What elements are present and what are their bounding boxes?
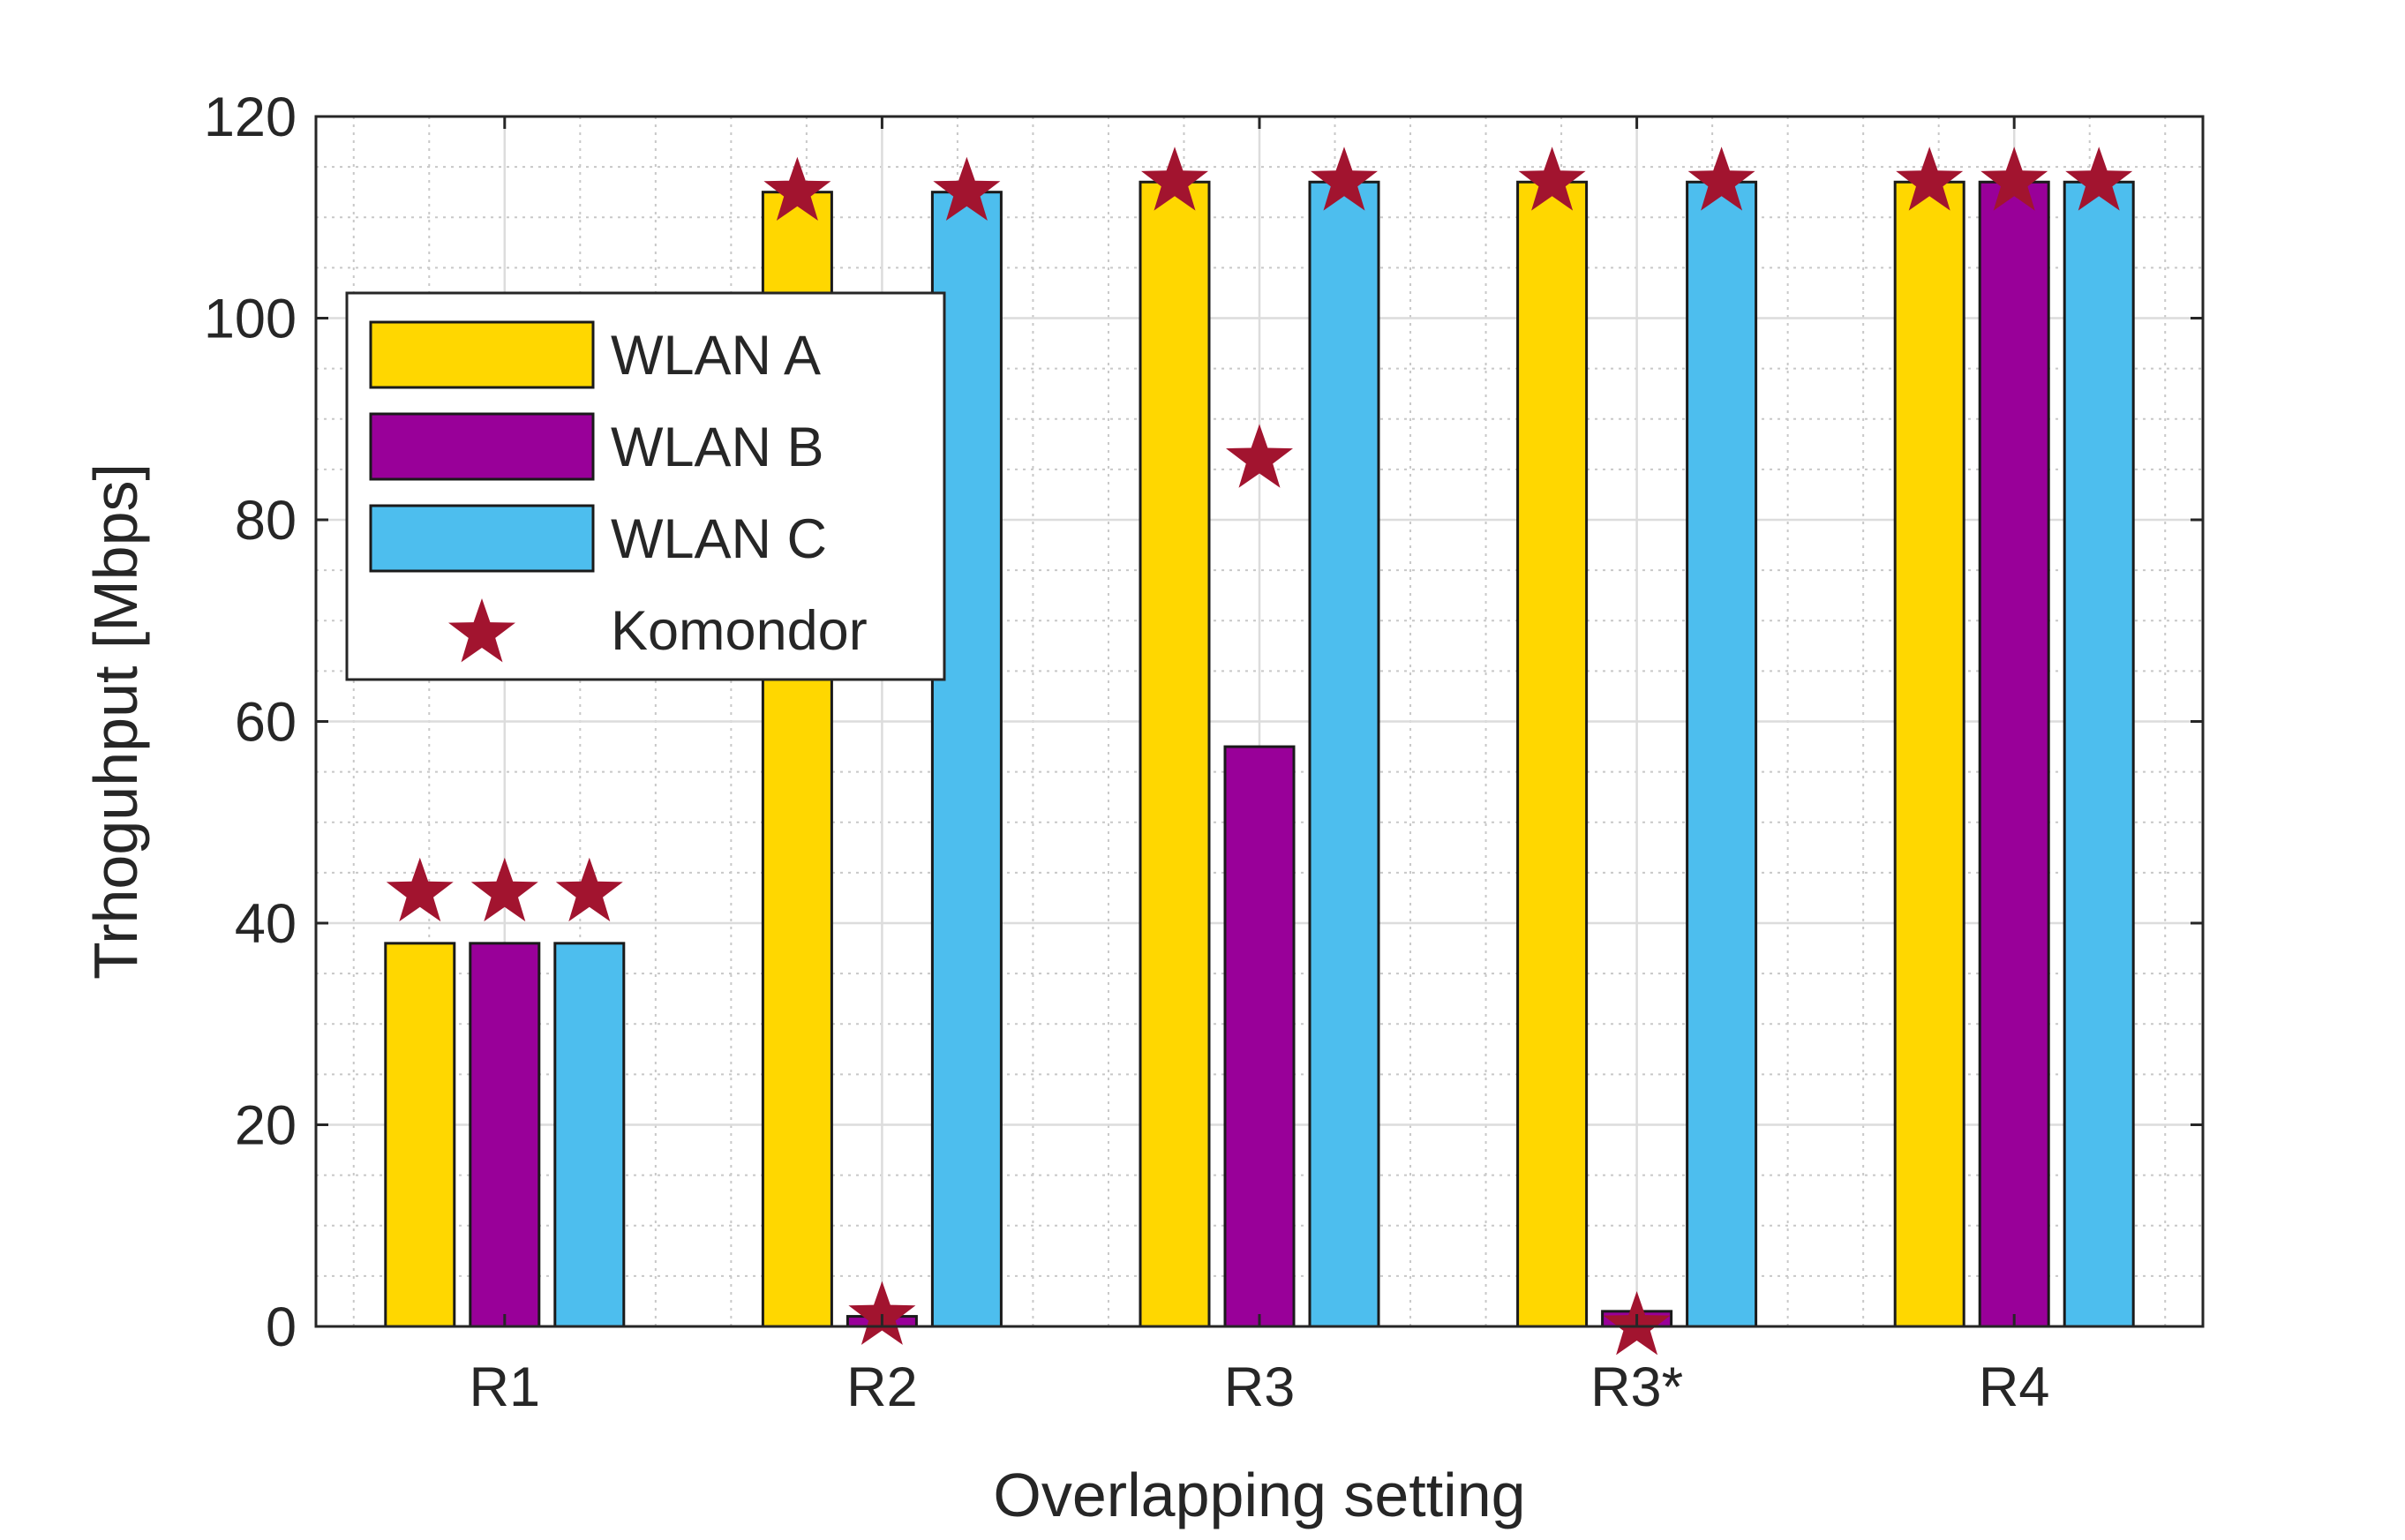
komondor-star-marker (1311, 146, 1378, 211)
legend-label: WLAN A (611, 325, 821, 387)
legend-swatch (369, 412, 595, 481)
y-tick-label: 80 (235, 490, 297, 552)
komondor-star-marker (933, 156, 1001, 221)
komondor-markers (386, 146, 2133, 1356)
y-tick-label: 100 (204, 289, 297, 350)
bar-wlan-c-r4 (2063, 180, 2135, 1328)
legend-star-swatch (448, 598, 515, 663)
komondor-star-marker (470, 857, 538, 922)
komondor-star-marker (848, 1281, 916, 1345)
y-tick-label: 60 (235, 692, 297, 754)
x-tick-label: R4 (1979, 1356, 2050, 1418)
axis-ticks (316, 115, 2203, 1328)
bar-wlan-b-r1 (469, 942, 541, 1328)
bar-wlan-c-r3 (1308, 180, 1380, 1328)
komondor-star-marker (386, 857, 454, 922)
komondor-star-marker (1226, 424, 1293, 488)
x-tick-labels: R1 R2 R3 R3* R4 (470, 1356, 2050, 1418)
bar-wlan-a-r4 (1893, 180, 1965, 1328)
x-tick-label: R1 (470, 1356, 541, 1418)
komondor-star-marker (555, 857, 623, 922)
legend-label: WLAN C (611, 508, 827, 570)
komondor-star-marker (1980, 146, 2048, 211)
y-tick-label: 20 (235, 1095, 297, 1157)
komondor-star-marker (1518, 146, 1586, 211)
bar-wlan-b-r3 (1223, 745, 1296, 1328)
komondor-star-marker (2065, 146, 2133, 211)
y-axis-label: Trhoguhput [Mbps] (81, 463, 150, 980)
legend-label: WLAN B (611, 417, 824, 478)
x-tick-label: R2 (846, 1356, 918, 1418)
bar-wlan-c-r3 (1686, 180, 1758, 1328)
komondor-star-marker (1896, 146, 1964, 211)
bar-wlan-a-r3 (1516, 180, 1589, 1328)
komondor-star-marker (1687, 146, 1755, 211)
y-tick-label: 40 (235, 893, 297, 955)
komondor-star-marker (763, 156, 831, 221)
legend-swatch (369, 504, 595, 573)
bar-wlan-a-r1 (384, 942, 456, 1328)
x-axis-label: Overlapping setting (993, 1461, 1525, 1529)
y-tick-labels: 0 20 40 60 80 100 120 (204, 86, 297, 1358)
y-tick-label: 120 (204, 86, 297, 148)
bar-wlan-c-r1 (553, 942, 626, 1328)
y-tick-label: 0 (266, 1296, 297, 1358)
komondor-star-marker (1141, 146, 1208, 211)
bar-wlan-a-r3 (1139, 180, 1211, 1328)
x-tick-label: R3 (1224, 1356, 1296, 1418)
legend-swatch (369, 320, 595, 389)
bar-wlan-b-r4 (1978, 180, 2050, 1328)
legend-label: Komondor (611, 600, 868, 662)
legend: WLAN A WLAN B WLAN C Komondor (345, 291, 946, 681)
x-tick-label: R3* (1590, 1356, 1683, 1418)
